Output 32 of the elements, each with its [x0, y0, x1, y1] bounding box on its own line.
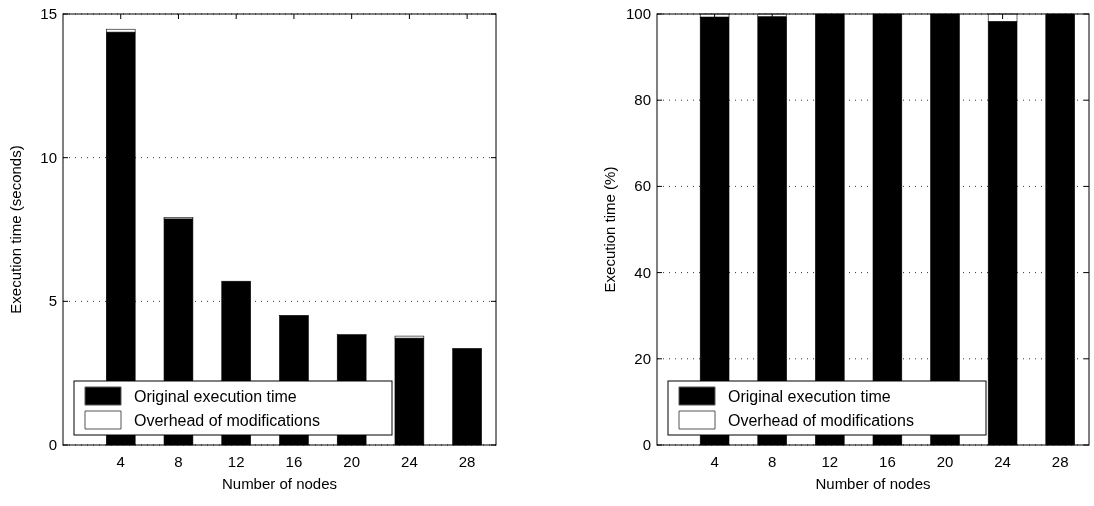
x-tick-label: 20 [343, 453, 361, 470]
y-tick-label: 60 [634, 177, 651, 195]
x-tick-label: 12 [821, 453, 839, 470]
y-tick-label: 0 [48, 436, 57, 453]
legend-label: Original execution time [134, 388, 297, 405]
x-tick-label: 16 [285, 453, 303, 470]
legend-label: Original execution time [728, 388, 891, 405]
legend: Original execution time Overhead of modifications [667, 380, 987, 436]
y-axis-title: Execution time (seconds) [7, 145, 24, 314]
x-tick-label: 20 [936, 453, 954, 470]
y-tick-label: 10 [40, 148, 57, 166]
x-tick-label: 24 [401, 453, 418, 470]
x-tick-label: 28 [458, 453, 476, 470]
x-tick-label: 8 [174, 453, 183, 470]
y-axis-title: Execution time (%) [601, 166, 618, 293]
y-tick-label: 40 [634, 263, 651, 281]
y-tick-label: 0 [642, 436, 651, 453]
y-tick-label: 100 [625, 5, 651, 22]
y-tick-label: 5 [48, 292, 57, 310]
y-tick-label: 20 [634, 349, 651, 367]
y-tick-label: 80 [634, 91, 651, 109]
x-tick-label: 4 [116, 453, 125, 470]
x-tick-label: 16 [879, 453, 896, 470]
x-tick-label: 28 [1051, 453, 1069, 470]
x-tick-label: 12 [227, 453, 245, 470]
x-tick-label: 4 [710, 453, 719, 470]
x-axis-title: Number of nodes [815, 475, 931, 492]
x-axis-title: Number of nodes [221, 475, 338, 492]
x-tick-label: 24 [994, 453, 1011, 470]
x-tick-label: 8 [768, 453, 777, 470]
legend: Original execution time Overhead of modifications [73, 380, 393, 436]
y-tick-label: 15 [40, 5, 57, 22]
